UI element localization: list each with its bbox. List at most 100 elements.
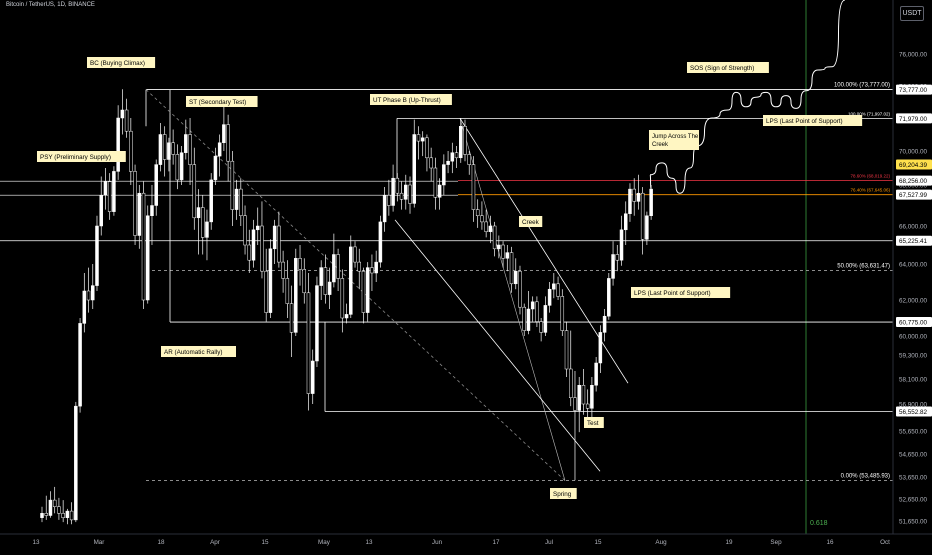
- annotation-bc-bg: [87, 57, 156, 68]
- candle-body-77: [365, 267, 370, 313]
- candle-body-46: [234, 188, 239, 210]
- candle-body-135: [611, 254, 615, 279]
- annotation-spring: Spring: [550, 488, 577, 499]
- candle-body-25: [146, 215, 150, 301]
- candle-body-106: [488, 225, 493, 232]
- candle-body-82: [387, 195, 391, 206]
- candle-body-86: [404, 184, 408, 200]
- candle-body-98: [454, 152, 459, 159]
- candle-body-61: [298, 258, 302, 270]
- fib-diagonal-2: [459, 118, 566, 481]
- candle-body-79: [374, 261, 378, 274]
- candle-body-138: [623, 213, 628, 231]
- annotation-spring-text: Spring: [553, 491, 572, 498]
- annotation-jump: Jump Across The Creek: [649, 130, 699, 150]
- annotation-st-bg: [186, 96, 258, 107]
- candle-body-114: [522, 306, 526, 331]
- annotation-bc-text: BC (Buying Climax): [90, 60, 145, 67]
- y-tick-label-15: 52,650.00: [899, 497, 928, 504]
- price-tag-label-3: 68,256.00: [899, 178, 928, 185]
- candle-body-141: [636, 192, 641, 202]
- x-tick-label-14: 16: [826, 539, 834, 546]
- candle-body-29: [162, 134, 167, 160]
- candle-body-56: [277, 225, 281, 263]
- x-tick-label-7: Jun: [432, 539, 443, 546]
- candle-body-63: [306, 292, 311, 394]
- candle-body-35: [188, 134, 192, 165]
- candle-body-124: [564, 330, 569, 370]
- candle-body-3: [52, 499, 57, 507]
- annotation-st: ST (Secondary Test): [186, 96, 258, 107]
- candle-body-31: [171, 142, 175, 155]
- candle-body-32: [175, 154, 180, 181]
- x-tick-label-4: 15: [261, 539, 269, 546]
- candle-body-62: [302, 269, 307, 294]
- candle-body-27: [154, 164, 158, 206]
- candle-body-113: [518, 270, 522, 308]
- candle-body-136: [615, 254, 620, 261]
- candle-body-116: [530, 301, 535, 310]
- price-tag-bg-2: [896, 159, 932, 170]
- candle-body-39: [205, 221, 209, 238]
- annotation-jump-bg: [649, 130, 699, 150]
- candle-body-17: [112, 171, 116, 212]
- candle-body-23: [137, 192, 142, 236]
- candle-body-53: [264, 270, 268, 313]
- currency-button[interactable]: USDT: [900, 6, 924, 21]
- price-tag-bg-6: [896, 317, 932, 328]
- candle-body-90: [420, 137, 425, 142]
- candle-body-45: [230, 160, 235, 210]
- candle-body-72: [344, 314, 349, 319]
- candle-body-67: [323, 267, 328, 295]
- candle-body-80: [378, 221, 383, 263]
- annotation-jump-line1: Jump Across The: [652, 134, 699, 140]
- candle-body-50: [251, 229, 256, 261]
- candle-body-57: [281, 261, 285, 279]
- candle-body-110: [505, 252, 510, 259]
- price-tag-bg-1: [896, 113, 932, 124]
- y-tick-label-16: 51,650.00: [899, 519, 928, 526]
- y-tick-label-6: 64,000.00: [899, 262, 928, 269]
- x-tick-label-10: 15: [594, 539, 602, 546]
- y-tick-label-12: 55,650.00: [899, 429, 928, 436]
- y-tick-label-13: 54,650.00: [899, 452, 928, 459]
- level-label-0: 100.00% (73,777.00): [834, 83, 890, 89]
- candle-body-52: [260, 225, 264, 272]
- annotation-jump-line2: Creek: [652, 142, 669, 148]
- price-tag-bg-5: [896, 235, 932, 246]
- candle-body-18: [116, 117, 120, 172]
- candle-body-103: [475, 209, 480, 217]
- annotation-bc: BC (Buying Climax): [87, 57, 156, 68]
- candle-body-132: [598, 332, 603, 364]
- candle-body-40: [209, 179, 213, 223]
- candle-body-47: [239, 188, 243, 217]
- candle-body-105: [484, 221, 488, 232]
- annotation-ar-text: AR (Automatic Rally): [164, 349, 222, 356]
- candle-body-99: [459, 126, 463, 159]
- candle-body-60: [294, 258, 298, 333]
- y-tick-label-8: 60,000.00: [899, 334, 928, 341]
- candle-body-120: [547, 288, 552, 306]
- candle-body-73: [349, 246, 353, 315]
- candle-body-11: [86, 290, 91, 301]
- candle-body-111: [509, 252, 514, 285]
- candle-body-129: [585, 403, 590, 409]
- candle-body-22: [133, 171, 137, 236]
- annotation-ut: UT Phase B (Up-Thrust): [370, 94, 452, 105]
- candle-body-26: [150, 205, 154, 216]
- y-tick-label-5: 66,000.00: [899, 224, 928, 231]
- candle-body-101: [467, 154, 471, 165]
- candle-body-68: [327, 281, 332, 295]
- x-tick-label-5: May: [318, 539, 331, 546]
- candle-body-0: [40, 513, 44, 518]
- candle-body-44: [226, 124, 230, 162]
- candle-body-118: [539, 321, 543, 333]
- y-tick-label-3: 70,000.00: [899, 149, 928, 156]
- candle-body-78: [370, 267, 374, 274]
- candle-body-13: [95, 225, 99, 286]
- channel-upper: [459, 118, 629, 384]
- candle-body-58: [285, 278, 290, 304]
- annotation-test-bg: [584, 417, 604, 428]
